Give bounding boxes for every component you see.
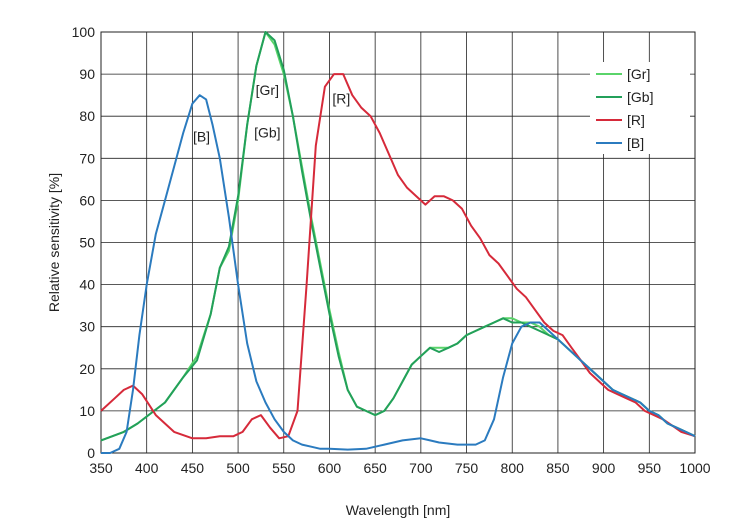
legend-label: [Gb]	[627, 89, 653, 105]
x-tick-label: 750	[455, 460, 479, 476]
y-tick-label: 100	[72, 24, 96, 40]
x-tick-label: 400	[135, 460, 159, 476]
y-tick-label: 40	[79, 277, 95, 293]
x-tick-label: 1000	[679, 460, 710, 476]
legend-label: [B]	[627, 135, 644, 151]
y-tick-label: 90	[79, 66, 95, 82]
series-lines	[100, 31, 696, 454]
x-tick-label: 550	[272, 460, 296, 476]
y-tick-label: 80	[79, 108, 95, 124]
axes: 350 400 450 500 550 600 650 700 750 800 850 900 950 1…	[72, 24, 711, 476]
x-tick-label: 500	[226, 460, 250, 476]
curve-annotation: [Gr]	[256, 82, 279, 98]
x-tick-label: 900	[592, 460, 616, 476]
legend-label: [Gr]	[627, 66, 650, 82]
x-tick-label: 950	[638, 460, 662, 476]
y-tick-label: 20	[79, 361, 95, 377]
y-tick-label: 60	[79, 192, 95, 208]
y-tick-label: 30	[79, 319, 95, 335]
legend-label: [R]	[627, 112, 645, 128]
y-tick-label: 50	[79, 235, 95, 251]
curve-annotation: [Gb]	[254, 124, 280, 140]
curve-annotation: [B]	[193, 128, 210, 144]
x-axis-title: Wavelength [nm]	[346, 502, 451, 518]
x-tick-label: 850	[546, 460, 570, 476]
x-tick-label: 700	[409, 460, 433, 476]
y-tick-label: 70	[79, 150, 95, 166]
curve-annotation: [R]	[332, 91, 350, 107]
series-line-b	[101, 94, 696, 454]
curve-annotations: [Gr] [Gb] [R] [B]	[193, 82, 350, 144]
y-tick-label: 0	[87, 445, 95, 461]
y-tick-label: 10	[79, 403, 95, 419]
x-tick-label: 800	[501, 460, 525, 476]
legend-box	[590, 62, 690, 154]
x-tick-label: 600	[318, 460, 342, 476]
plot-frame	[100, 31, 696, 454]
x-tick-label: 450	[181, 460, 205, 476]
x-tick-label: 350	[89, 460, 113, 476]
series-line-r	[100, 73, 696, 440]
legend: [Gr] [Gb] [R] [B]	[590, 62, 690, 154]
x-tick-label: 650	[363, 460, 387, 476]
y-axis-title: Relative sensitivity [%]	[46, 173, 62, 312]
